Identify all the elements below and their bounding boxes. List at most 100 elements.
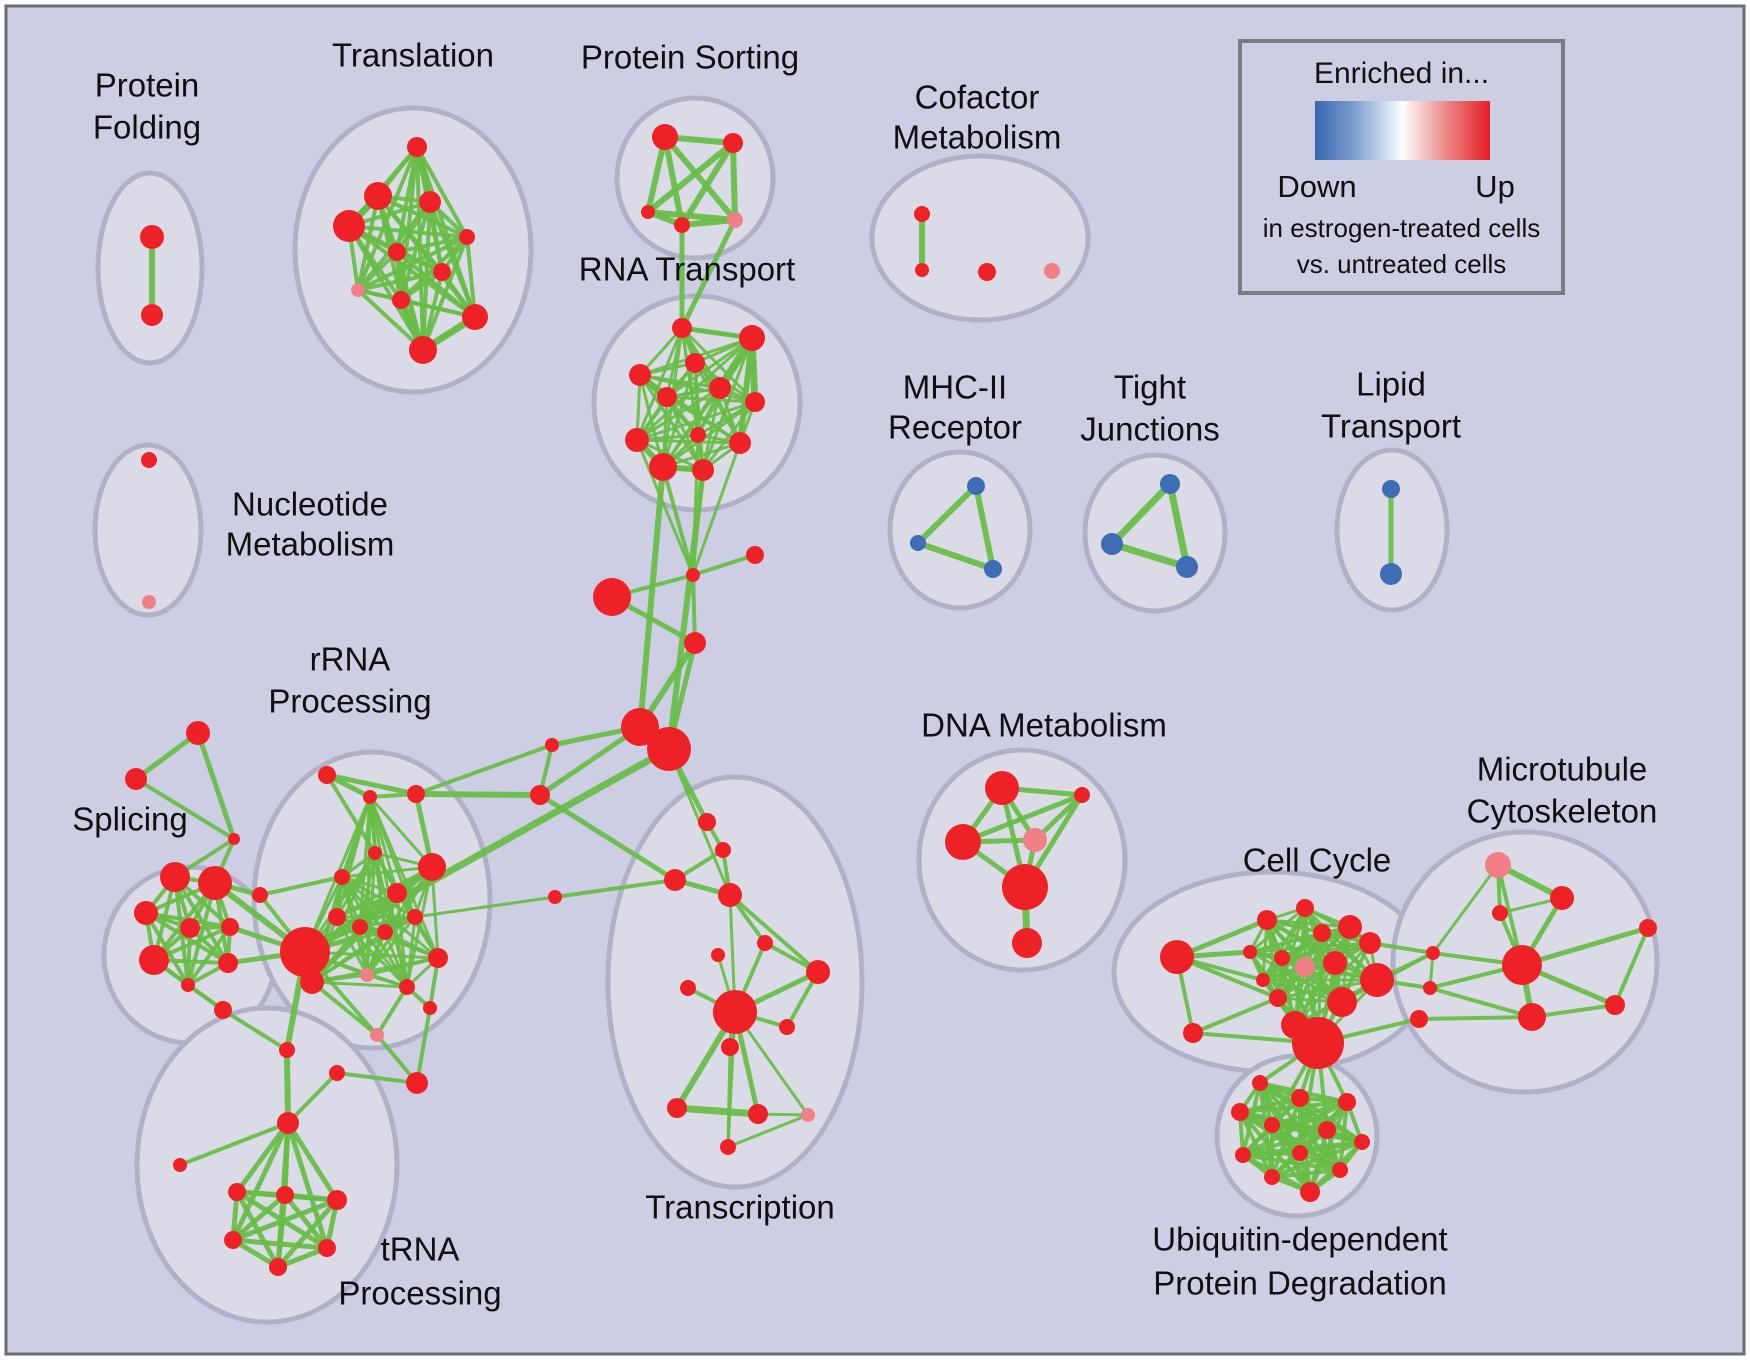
node-tc4 [718, 883, 742, 907]
node-r3 [685, 353, 705, 373]
node-p2 [723, 133, 743, 153]
node-d5 [1002, 864, 1048, 910]
node-rr14 [428, 948, 448, 968]
node-rr4 [368, 846, 382, 860]
node-l1 [1382, 480, 1400, 498]
node-pf1 [140, 225, 164, 249]
edge-r4-r7 [638, 373, 757, 404]
node-u12 [1300, 1182, 1320, 1202]
node-u7 [1354, 1134, 1370, 1150]
node-cn2 [530, 785, 550, 805]
node-j3 [684, 632, 706, 654]
node-cc1 [1257, 910, 1277, 930]
node-tc12 [667, 1098, 687, 1118]
node-sp4 [180, 918, 200, 938]
node-t7 [433, 263, 451, 281]
legend-title: Enriched in... [1313, 57, 1490, 90]
legend-down-label: Down [1277, 169, 1357, 204]
edge-p2-p4 [679, 140, 736, 228]
node-rr10 [377, 924, 393, 940]
node-t4 [333, 210, 365, 242]
edge-mb3-mt4 [1417, 1015, 1534, 1021]
node-mb2 [1423, 981, 1437, 995]
node-r12 [692, 459, 714, 481]
cluster-label-cofactor-metabolism-line2: Metabolism [893, 119, 1062, 156]
node-t6 [388, 243, 406, 261]
node-tc2 [715, 842, 731, 858]
node-cn1 [545, 738, 559, 752]
node-rr6 [418, 853, 446, 881]
cluster-label-ubiquitin-degradation-line2: Protein Degradation [1153, 1265, 1447, 1302]
edge-sp2-sp7 [186, 881, 217, 987]
edge-d2-d3 [960, 792, 1085, 845]
edge-p2-p3 [645, 140, 736, 215]
edge-rr10-rr15 [383, 930, 409, 989]
node-u2 [1291, 1089, 1309, 1107]
edge-tn2-tn4 [230, 1192, 288, 1243]
edge-g1-g3 [1166, 480, 1191, 571]
edge-rr1-rr4 [325, 773, 377, 855]
node-sp2 [198, 866, 232, 900]
node-t8 [351, 283, 365, 297]
edge-g2-g3 [1108, 540, 1191, 571]
cluster-label-splicing: Splicing [72, 801, 188, 838]
node-tch [713, 990, 757, 1034]
edge-p5-r1 [679, 217, 738, 331]
edge-r12-h2 [666, 467, 706, 752]
node-mt3 [1492, 905, 1508, 921]
node-tn6 [269, 1258, 287, 1276]
edge-r10-j1 [691, 441, 742, 577]
edge-r1-r8 [635, 326, 684, 442]
cluster-label-protein-folding-line1: Protein [95, 67, 200, 104]
edge-u7-u9 [1298, 1140, 1364, 1155]
cluster-ellipse-nucleotide-metabolism [92, 442, 204, 618]
cluster-label-microtubule-cytoskeleton-line2: Cytoskeleton [1467, 793, 1658, 830]
edge-sp1-sp8 [173, 875, 230, 965]
node-t11 [409, 336, 437, 364]
edge-rr16-rr15 [375, 985, 409, 1037]
node-tc14 [801, 1108, 815, 1122]
edge-rr11-rr15 [405, 915, 417, 989]
node-p5 [727, 212, 743, 228]
node-tc10 [779, 1019, 795, 1035]
node-cc11 [1360, 963, 1394, 997]
cluster-label-mhc-ii-receptor-line1: MHC-II [903, 369, 1007, 406]
edge-t6-t10 [395, 250, 477, 319]
node-mt1 [1485, 852, 1511, 878]
edge-r5-r8 [635, 386, 722, 442]
edge-mb1-mt1 [1431, 863, 1500, 955]
node-tn2 [276, 1186, 294, 1204]
edge-tn4-tn5 [230, 1237, 330, 1251]
node-tn1 [228, 1183, 246, 1201]
edge-mtb-mt6 [1519, 925, 1651, 968]
cluster-label-protein-folding-line2: Folding [93, 109, 201, 146]
cluster-label-lipid-transport-line2: Transport [1321, 408, 1461, 445]
edge-cc2-cc6 [1248, 906, 1307, 954]
edge-sp3-sp8 [144, 911, 230, 965]
node-c3 [978, 263, 996, 281]
node-u1 [1252, 1075, 1268, 1091]
node-rr18 [423, 1001, 437, 1015]
node-tc11 [721, 1038, 739, 1056]
cluster-label-microtubule-cytoskeleton-line1: Microtubule [1477, 751, 1648, 788]
node-cc12 [1269, 989, 1287, 1007]
node-rb [280, 927, 330, 977]
edge-r7-r8 [635, 400, 757, 442]
edge-t4-t5 [347, 224, 469, 239]
node-mt2 [1550, 886, 1574, 910]
node-s3 [228, 833, 240, 845]
edge-s1-s2 [133, 730, 201, 782]
edge-rr8-rr13 [335, 915, 369, 977]
node-d4 [1023, 828, 1047, 852]
edge-tc5-tc3 [553, 878, 677, 899]
node-cc4 [1338, 915, 1362, 939]
node-mt4 [1518, 1003, 1546, 1031]
edge-rr5-rr11 [340, 875, 417, 919]
node-rr8 [328, 908, 346, 926]
edge-rr11-rr13 [365, 915, 417, 977]
cluster-label-rna-transport: RNA Transport [579, 251, 795, 288]
node-tc6 [757, 935, 773, 951]
edge-m1-m3 [973, 483, 996, 572]
node-pf2 [141, 304, 163, 326]
